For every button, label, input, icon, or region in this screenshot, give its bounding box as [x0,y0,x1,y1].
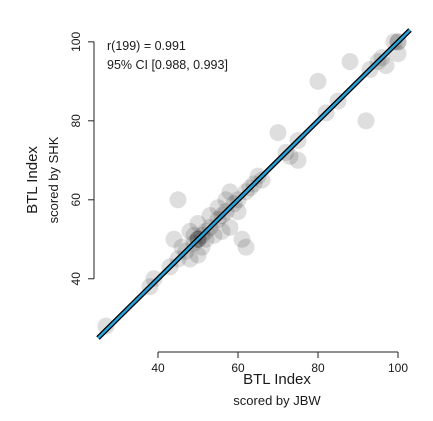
data-point [309,72,327,90]
data-point [357,112,375,130]
x-tick-label: 100 [388,361,408,375]
y-tick-label: 60 [69,193,83,207]
x-tick-label: 60 [231,361,245,375]
data-point [341,53,359,71]
data-point [385,33,403,51]
axes-layer: 40 60 80 100 40 60 80 100 [69,32,408,375]
fit-line [97,29,411,339]
x-axis-title: BTL Index [243,371,311,388]
y-axis-title: BTL Index [24,146,41,214]
y-tick-label: 80 [69,114,83,128]
data-point [253,171,271,189]
x-tick-label: 40 [151,361,165,375]
x-tick-label: 80 [311,361,325,375]
data-point [233,230,251,248]
annotation-correlation: r(199) = 0.991 [107,39,186,53]
data-point [221,218,239,236]
data-point [189,214,207,232]
data-point [237,238,255,256]
y-tick-label: 40 [69,272,83,286]
data-point [249,167,267,185]
annotation-ci: 95% CI [0.988, 0.993] [107,58,228,72]
data-point [165,230,183,248]
fit-line-layer [96,28,412,340]
data-point [181,222,199,240]
data-point [289,151,307,169]
data-point [169,191,187,209]
y-tick-label: 100 [69,32,83,52]
data-point [213,222,231,240]
x-axis-subtitle: scored by JBW [233,393,321,408]
data-point [145,270,163,288]
y-axis-subtitle: scored by SHK [46,136,61,223]
data-point [97,317,115,335]
data-point [221,183,239,201]
data-point [189,246,207,264]
data-point [269,124,287,142]
